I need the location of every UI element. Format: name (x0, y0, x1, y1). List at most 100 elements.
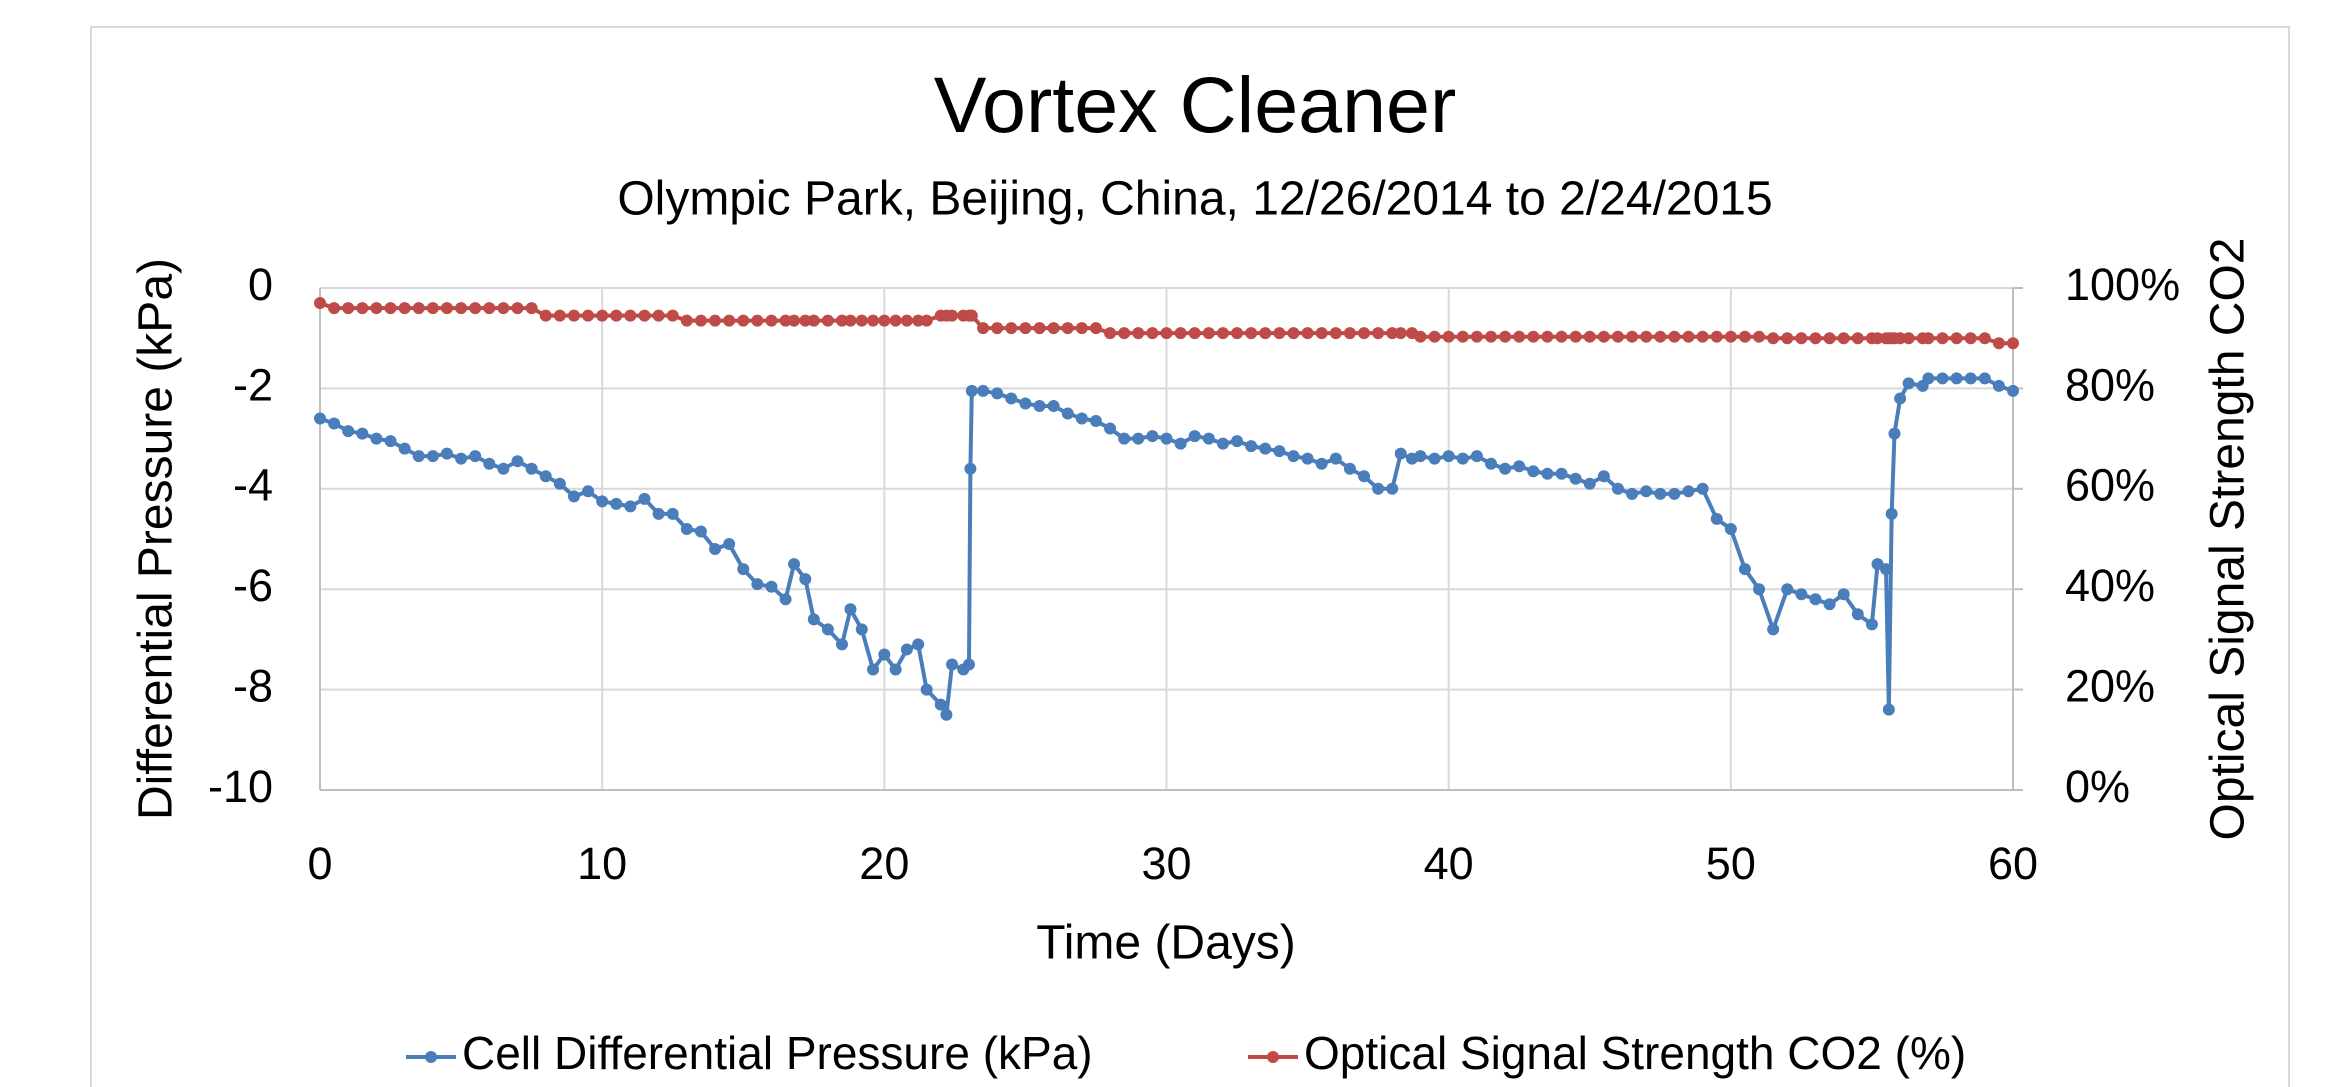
data-point (1710, 330, 1723, 343)
data-point (1795, 332, 1808, 345)
data-point (2007, 384, 2019, 397)
data-point (314, 412, 326, 425)
data-point (1174, 437, 1187, 450)
data-point (1287, 327, 1300, 340)
data-point (1259, 327, 1272, 340)
data-point (328, 417, 341, 430)
data-point (807, 613, 820, 626)
data-point (553, 309, 566, 322)
data-point (1894, 332, 1907, 345)
x-axis-title: Time (Days) (1036, 917, 1296, 970)
x-tick-label: 0 (307, 838, 332, 889)
data-point (539, 309, 552, 322)
data-point (1118, 327, 1131, 340)
data-point (1696, 482, 1709, 495)
data-point (1315, 327, 1328, 340)
data-point (1414, 330, 1427, 343)
data-point (1358, 327, 1371, 340)
data-point (1202, 327, 1215, 340)
data-point (765, 314, 778, 327)
data-point (666, 309, 679, 322)
data-point (1654, 487, 1667, 500)
data-point (1343, 327, 1356, 340)
data-point (1922, 332, 1935, 345)
data-point (1245, 440, 1258, 453)
y2-tick-label: 60% (2065, 460, 2155, 511)
data-point (1245, 327, 1258, 340)
data-point (1851, 608, 1864, 621)
data-point (1499, 462, 1512, 475)
data-point (723, 314, 736, 327)
data-point (455, 302, 468, 315)
data-point (1823, 598, 1836, 611)
data-point (1992, 379, 2005, 392)
data-point (1329, 327, 1342, 340)
data-point (1019, 397, 1032, 410)
data-point (1880, 563, 1893, 576)
y-tick-label: -8 (233, 660, 273, 711)
data-point (1513, 330, 1526, 343)
data-point (836, 314, 849, 327)
data-point (1428, 330, 1441, 343)
data-point (370, 432, 383, 445)
data-point (1738, 563, 1751, 576)
legend-label: Cell Differential Pressure (kPa) (462, 1027, 1093, 1079)
data-point (878, 648, 891, 661)
data-point (1456, 452, 1469, 465)
data-point (867, 314, 880, 327)
data-point (1414, 450, 1427, 463)
data-point (855, 314, 868, 327)
legend-marker (1267, 1051, 1279, 1063)
data-point (1626, 330, 1639, 343)
data-point (1724, 330, 1737, 343)
data-point (1978, 372, 1991, 385)
y2-tick-label: 100% (2065, 259, 2180, 310)
data-point (638, 309, 651, 322)
y2-tick-label: 80% (2065, 359, 2155, 410)
data-point (737, 563, 750, 576)
data-point (991, 387, 1004, 400)
data-point (964, 462, 977, 475)
data-point (1231, 327, 1244, 340)
data-point (1902, 377, 1915, 390)
data-point (1047, 322, 1060, 335)
data-point (1809, 332, 1822, 345)
data-point (1372, 327, 1385, 340)
data-point (511, 302, 524, 315)
data-point (779, 593, 792, 606)
data-point (920, 683, 933, 696)
data-point (1781, 583, 1794, 596)
data-point (455, 452, 468, 465)
data-point (610, 497, 623, 510)
data-point (511, 455, 524, 468)
data-point (596, 495, 609, 508)
data-point (962, 658, 975, 671)
data-point (497, 302, 510, 315)
data-point (1160, 432, 1173, 445)
data-point (1885, 507, 1898, 520)
data-point (680, 522, 693, 535)
data-point (844, 603, 857, 616)
data-point (426, 450, 439, 463)
data-point (1682, 330, 1695, 343)
data-point (1301, 452, 1314, 465)
data-point (1394, 447, 1407, 460)
data-point (1394, 327, 1407, 340)
data-point (788, 314, 801, 327)
data-point (867, 663, 880, 676)
data-point (1089, 322, 1102, 335)
data-point (1767, 623, 1780, 636)
data-point (1936, 332, 1949, 345)
data-point (1978, 332, 1991, 345)
data-point (1188, 430, 1201, 443)
data-point (1160, 327, 1173, 340)
data-point (889, 314, 902, 327)
data-point (356, 302, 369, 315)
data-point (1499, 330, 1512, 343)
x-tick-label: 40 (1424, 838, 1474, 889)
data-point (1837, 588, 1850, 601)
data-point (412, 302, 425, 315)
data-point (1005, 392, 1018, 405)
data-point (1682, 485, 1695, 498)
data-point (314, 297, 326, 310)
